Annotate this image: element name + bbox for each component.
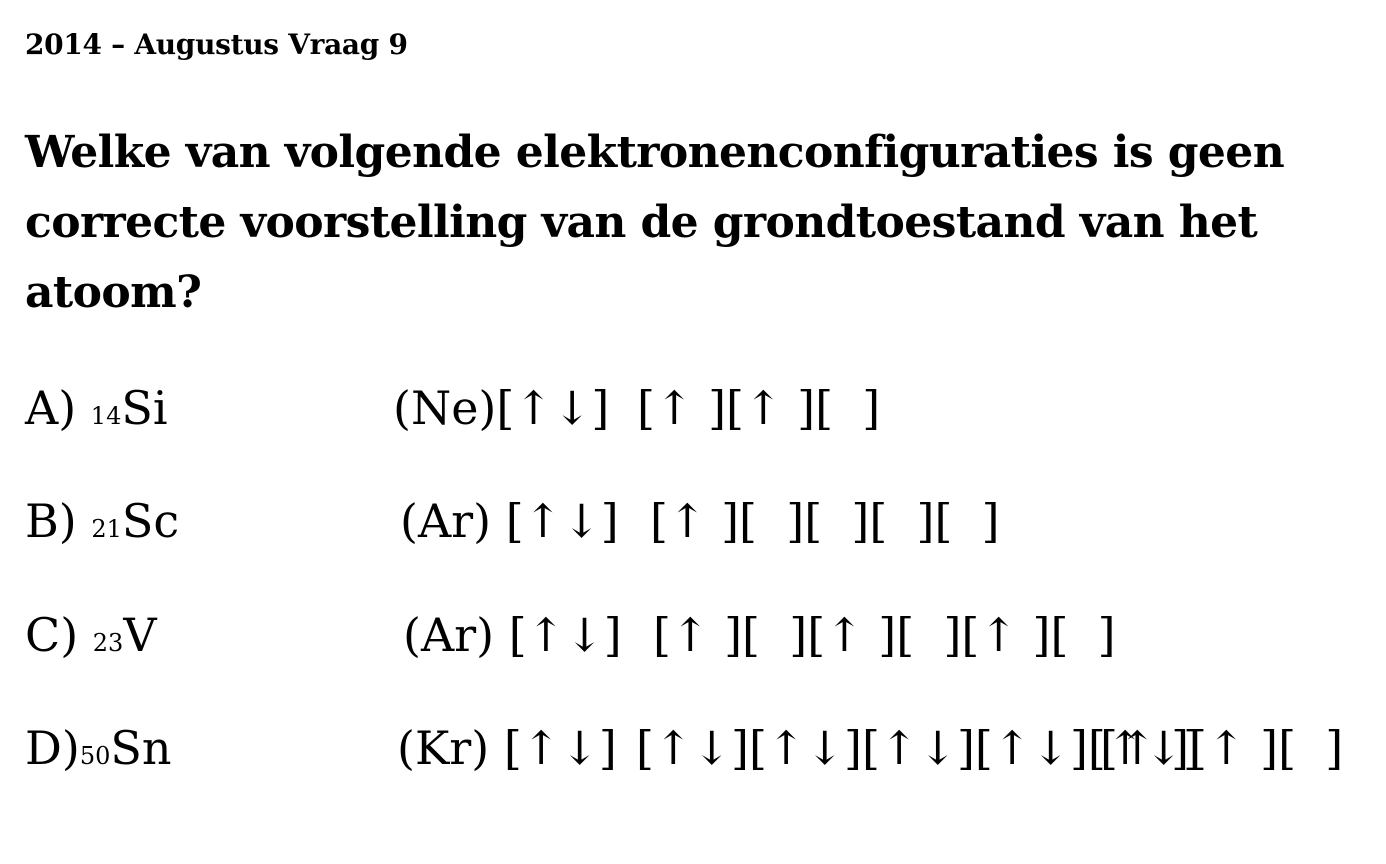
element-symbol: Sc [121, 494, 180, 548]
orbital-boxes: [↑ ][ ][↑ ][ ][↑ ][ ] [653, 608, 1116, 662]
option-b: B) 21Sc (Ar) [↑↓] [↑ ][ ][ ][ ][ ] [25, 491, 1365, 551]
core-configuration: (Ar) [↑↓] [403, 608, 622, 662]
option-b-label: B) 21Sc [25, 491, 179, 559]
atomic-number: 21 [91, 515, 122, 543]
element-symbol: Si [121, 381, 168, 435]
question-text: Welke van volgende elektronenconfigurati… [25, 127, 1285, 318]
atomic-number: 50 [79, 742, 111, 770]
core-configuration: (Ar) [↑↓] [400, 494, 619, 548]
atomic-number: 14 [90, 402, 122, 430]
option-d-label: D)50Sn [25, 718, 172, 786]
option-letter: D) [25, 721, 80, 775]
option-letter: C) [25, 608, 79, 662]
orbital-boxes: [↑↓][↑↓][↑↓][↑↓][↑↓] [636, 721, 1201, 775]
orbital-boxes: [↑ ][ ][ ][ ][ ] [650, 494, 1000, 548]
option-letter: B) [25, 494, 77, 548]
element-symbol: Sn [110, 721, 172, 775]
core-configuration: (Ne)[↑↓] [393, 381, 610, 435]
core-configuration: (Kr) [↑↓] [397, 721, 617, 775]
atomic-number: 23 [92, 629, 124, 657]
orbital-boxes: [↑ ][↑ ][ ] [637, 381, 881, 435]
option-a-label: A) 14Si [25, 378, 168, 446]
option-c: C) 23V (Ar) [↑↓] [↑ ][ ][↑ ][ ][↑ ][ ] [25, 605, 1365, 665]
option-c-label: C) 23V [25, 605, 157, 673]
option-a: A) 14Si (Ne)[↑↓] [↑ ][↑ ][ ] [25, 378, 1365, 438]
element-symbol: V [123, 608, 157, 662]
option-letter: A) [25, 381, 77, 435]
orbital-boxes-extra: [↑ ][↑ ][ ] [1100, 721, 1344, 775]
question-header: 2014 – Augustus Vraag 9 [25, 28, 408, 61]
option-d: D)50Sn (Kr) [↑↓] [↑↓][↑↓][↑↓][↑↓][↑↓] [↑… [25, 718, 1365, 778]
